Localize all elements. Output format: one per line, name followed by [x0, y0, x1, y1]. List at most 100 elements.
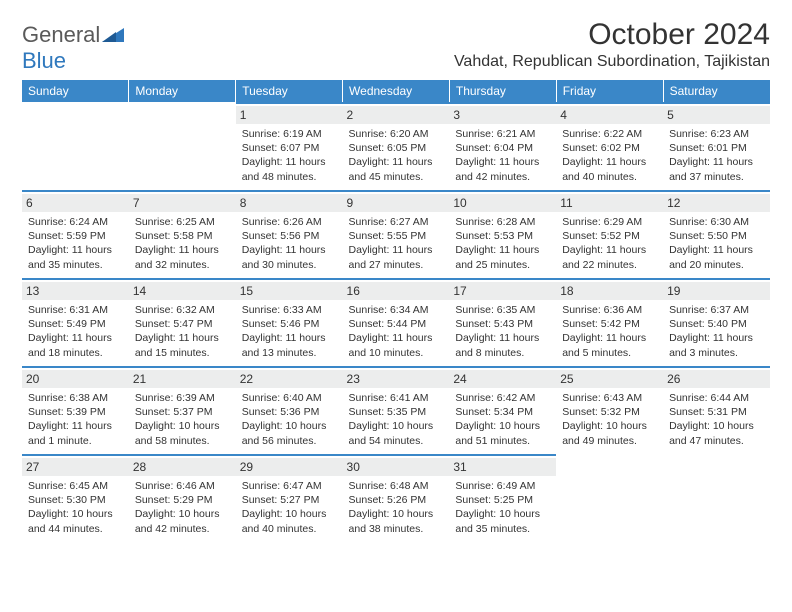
- day-info: Sunrise: 6:36 AMSunset: 5:42 PMDaylight:…: [562, 303, 657, 360]
- calendar-cell: 26Sunrise: 6:44 AMSunset: 5:31 PMDayligh…: [663, 366, 770, 454]
- daylight-text: Daylight: 11 hours and 40 minutes.: [562, 155, 657, 183]
- day-info: Sunrise: 6:28 AMSunset: 5:53 PMDaylight:…: [455, 215, 550, 272]
- calendar-body: 1Sunrise: 6:19 AMSunset: 6:07 PMDaylight…: [22, 102, 770, 542]
- sunset-text: Sunset: 5:40 PM: [669, 317, 764, 331]
- calendar-cell: 13Sunrise: 6:31 AMSunset: 5:49 PMDayligh…: [22, 278, 129, 366]
- sunset-text: Sunset: 5:44 PM: [349, 317, 444, 331]
- calendar-cell: 7 Sunrise: 6:25 AMSunset: 5:58 PMDaylight…: [129, 190, 236, 278]
- day-info: Sunrise: 6:27 AMSunset: 5:55 PMDaylight:…: [349, 215, 444, 272]
- calendar-cell: 10Sunrise: 6:28 AMSunset: 5:53 PMDayligh…: [449, 190, 556, 278]
- day-info: Sunrise: 6:48 AMSunset: 5:26 PMDaylight:…: [349, 479, 444, 536]
- day-number: 7: [129, 194, 236, 212]
- calendar-table: SundayMondayTuesdayWednesdayThursdayFrid…: [22, 80, 770, 542]
- sunrise-text: Sunrise: 6:40 AM: [242, 391, 337, 405]
- sunset-text: Sunset: 5:55 PM: [349, 229, 444, 243]
- day-number: 5: [663, 106, 770, 124]
- weekday-header: Friday: [556, 80, 663, 102]
- day-number: 25: [556, 370, 663, 388]
- sunrise-text: Sunrise: 6:38 AM: [28, 391, 123, 405]
- calendar-week-row: 6Sunrise: 6:24 AMSunset: 5:59 PMDaylight…: [22, 190, 770, 278]
- sunset-text: Sunset: 6:07 PM: [242, 141, 337, 155]
- daylight-text: Daylight: 10 hours and 47 minutes.: [669, 419, 764, 447]
- daylight-text: Daylight: 10 hours and 54 minutes.: [349, 419, 444, 447]
- day-info: Sunrise: 6:47 AMSunset: 5:27 PMDaylight:…: [242, 479, 337, 536]
- sunset-text: Sunset: 5:36 PM: [242, 405, 337, 419]
- calendar-cell: 1Sunrise: 6:19 AMSunset: 6:07 PMDaylight…: [236, 102, 343, 190]
- calendar-cell: 21Sunrise: 6:39 AMSunset: 5:37 PMDayligh…: [129, 366, 236, 454]
- sunrise-text: Sunrise: 6:48 AM: [349, 479, 444, 493]
- daylight-text: Daylight: 11 hours and 20 minutes.: [669, 243, 764, 271]
- calendar-cell: 6Sunrise: 6:24 AMSunset: 5:59 PMDaylight…: [22, 190, 129, 278]
- daylight-text: Daylight: 11 hours and 15 minutes.: [135, 331, 230, 359]
- sunset-text: Sunset: 5:25 PM: [455, 493, 550, 507]
- sunset-text: Sunset: 5:43 PM: [455, 317, 550, 331]
- sunset-text: Sunset: 5:27 PM: [242, 493, 337, 507]
- sunrise-text: Sunrise: 6:36 AM: [562, 303, 657, 317]
- sunset-text: Sunset: 5:34 PM: [455, 405, 550, 419]
- daylight-text: Daylight: 11 hours and 10 minutes.: [349, 331, 444, 359]
- day-number: 29: [236, 458, 343, 476]
- day-number: 12: [663, 194, 770, 212]
- day-info: Sunrise: 6:44 AMSunset: 5:31 PMDaylight:…: [669, 391, 764, 448]
- sunrise-text: Sunrise: 6:24 AM: [28, 215, 123, 229]
- location-text: Vahdat, Republican Subordination, Tajiki…: [454, 53, 770, 71]
- sunrise-text: Sunrise: 6:39 AM: [135, 391, 230, 405]
- sunrise-text: Sunrise: 6:43 AM: [562, 391, 657, 405]
- day-info: Sunrise: 6:35 AMSunset: 5:43 PMDaylight:…: [455, 303, 550, 360]
- calendar-cell: 20 Sunrise: 6:38 AMSunset: 5:39 PMDayligh…: [22, 366, 129, 454]
- sunset-text: Sunset: 5:31 PM: [669, 405, 764, 419]
- day-info: Sunrise: 6:26 AMSunset: 5:56 PMDaylight:…: [242, 215, 337, 272]
- calendar-cell: 30 Sunrise: 6:48 AMSunset: 5:26 PMDayligh…: [343, 454, 450, 542]
- calendar-header-row: SundayMondayTuesdayWednesdayThursdayFrid…: [22, 80, 770, 102]
- calendar-week-row: 27Sunrise: 6:45 AMSunset: 5:30 PMDayligh…: [22, 454, 770, 542]
- page-header: GeneralBlue October 2024 Vahdat, Republi…: [22, 18, 770, 74]
- sunset-text: Sunset: 5:52 PM: [562, 229, 657, 243]
- daylight-text: Daylight: 11 hours and 32 minutes.: [135, 243, 230, 271]
- daylight-text: Daylight: 10 hours and 42 minutes.: [135, 507, 230, 535]
- sunrise-text: Sunrise: 6:44 AM: [669, 391, 764, 405]
- sunrise-text: Sunrise: 6:37 AM: [669, 303, 764, 317]
- day-number: 14: [129, 282, 236, 300]
- calendar-cell: 16Sunrise: 6:34 AMSunset: 5:44 PMDayligh…: [343, 278, 450, 366]
- sunset-text: Sunset: 5:49 PM: [28, 317, 123, 331]
- sunset-text: Sunset: 5:46 PM: [242, 317, 337, 331]
- day-info: Sunrise: 6:21 AMSunset: 6:04 PMDaylight:…: [455, 127, 550, 184]
- daylight-text: Daylight: 10 hours and 51 minutes.: [455, 419, 550, 447]
- calendar-cell: 11Sunrise: 6:29 AMSunset: 5:52 PMDayligh…: [556, 190, 663, 278]
- calendar-cell: 29 Sunrise: 6:47 AMSunset: 5:27 PMDayligh…: [236, 454, 343, 542]
- sunset-text: Sunset: 5:59 PM: [28, 229, 123, 243]
- sunrise-text: Sunrise: 6:19 AM: [242, 127, 337, 141]
- sunrise-text: Sunrise: 6:32 AM: [135, 303, 230, 317]
- sunset-text: Sunset: 5:26 PM: [349, 493, 444, 507]
- daylight-text: Daylight: 10 hours and 58 minutes.: [135, 419, 230, 447]
- calendar-cell: 31Sunrise: 6:49 AMSunset: 5:25 PMDayligh…: [449, 454, 556, 542]
- calendar-cell: 14 Sunrise: 6:32 AMSunset: 5:47 PMDayligh…: [129, 278, 236, 366]
- daylight-text: Daylight: 11 hours and 18 minutes.: [28, 331, 123, 359]
- day-number: 21: [129, 370, 236, 388]
- day-number: 30: [343, 458, 450, 476]
- sunset-text: Sunset: 6:05 PM: [349, 141, 444, 155]
- sunrise-text: Sunrise: 6:34 AM: [349, 303, 444, 317]
- weekday-header: Thursday: [449, 80, 556, 102]
- day-info: Sunrise: 6:38 AMSunset: 5:39 PMDaylight:…: [28, 391, 123, 448]
- sunset-text: Sunset: 6:01 PM: [669, 141, 764, 155]
- sunrise-text: Sunrise: 6:41 AM: [349, 391, 444, 405]
- sunrise-text: Sunrise: 6:26 AM: [242, 215, 337, 229]
- calendar-cell: [129, 102, 236, 190]
- calendar-cell: 3Sunrise: 6:21 AMSunset: 6:04 PMDaylight…: [449, 102, 556, 190]
- calendar-week-row: 1Sunrise: 6:19 AMSunset: 6:07 PMDaylight…: [22, 102, 770, 190]
- day-info: Sunrise: 6:24 AMSunset: 5:59 PMDaylight:…: [28, 215, 123, 272]
- day-number: 20: [22, 370, 129, 388]
- sunrise-text: Sunrise: 6:25 AM: [135, 215, 230, 229]
- day-info: Sunrise: 6:25 AMSunset: 5:58 PMDaylight:…: [135, 215, 230, 272]
- sunset-text: Sunset: 5:47 PM: [135, 317, 230, 331]
- day-info: Sunrise: 6:45 AMSunset: 5:30 PMDaylight:…: [28, 479, 123, 536]
- day-number: 19: [663, 282, 770, 300]
- sunrise-text: Sunrise: 6:49 AM: [455, 479, 550, 493]
- sunset-text: Sunset: 5:39 PM: [28, 405, 123, 419]
- sunrise-text: Sunrise: 6:21 AM: [455, 127, 550, 141]
- daylight-text: Daylight: 11 hours and 8 minutes.: [455, 331, 550, 359]
- sunrise-text: Sunrise: 6:47 AM: [242, 479, 337, 493]
- day-info: Sunrise: 6:41 AMSunset: 5:35 PMDaylight:…: [349, 391, 444, 448]
- calendar-cell: 23Sunrise: 6:41 AMSunset: 5:35 PMDayligh…: [343, 366, 450, 454]
